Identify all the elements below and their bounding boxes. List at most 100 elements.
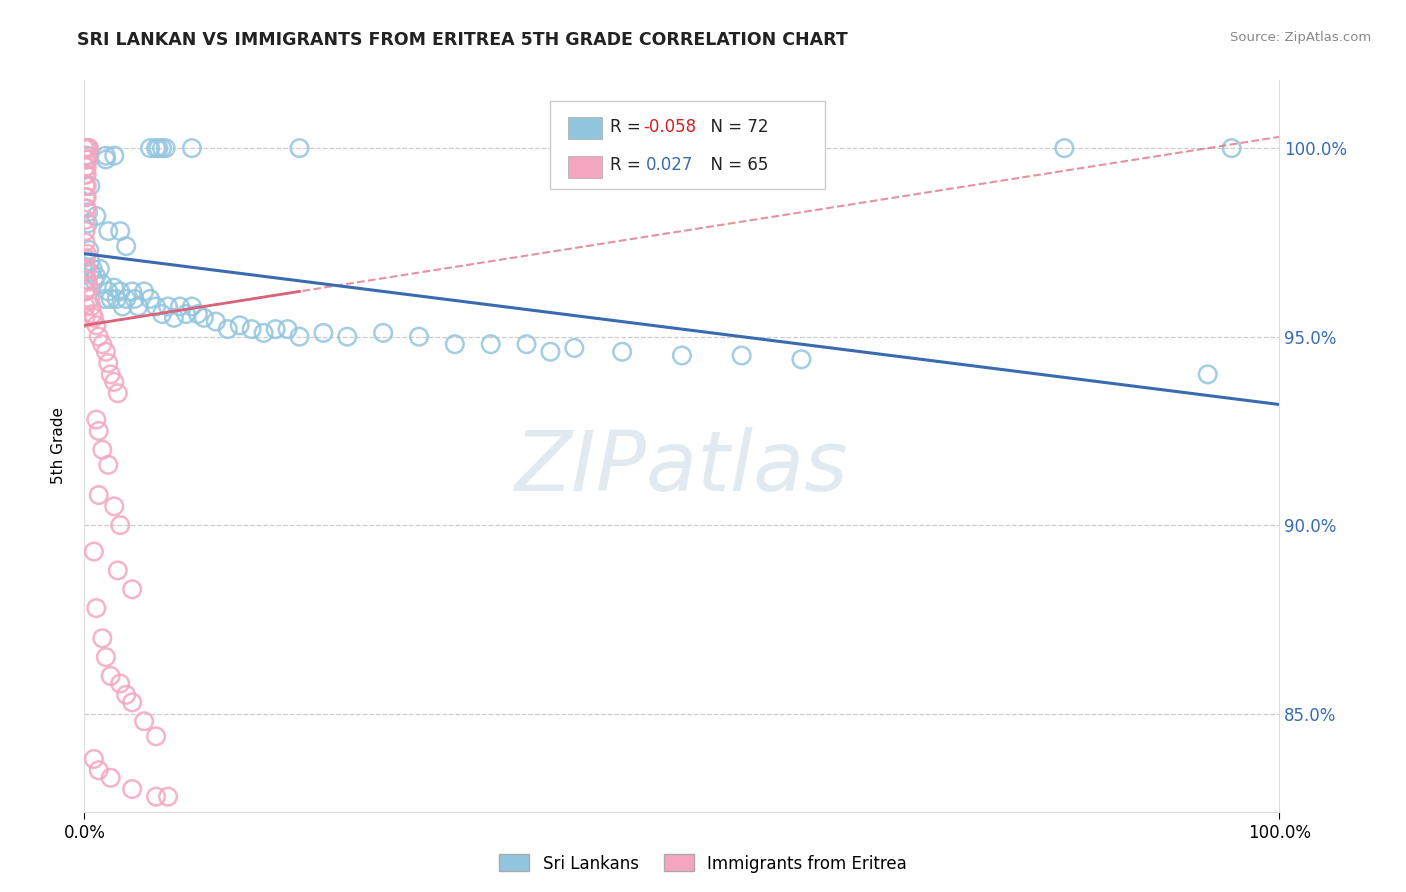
Bar [568,117,602,139]
Text: N = 72: N = 72 [700,118,768,136]
Point [107,386,129,401]
Point [110,518,132,533]
Point [75,261,97,276]
Point [93,292,115,306]
Point [75,273,97,287]
Point [100,292,122,306]
Point [77,205,100,219]
Point [76,160,98,174]
Point [157,789,180,804]
Bar [568,155,602,178]
Point [121,695,143,709]
Point [479,337,502,351]
Point [157,300,180,314]
Point [145,789,167,804]
Y-axis label: 5th Grade: 5th Grade [51,408,66,484]
Point [94,344,117,359]
Point [229,318,252,333]
Point [111,300,134,314]
Point [107,563,129,577]
Point [75,310,97,325]
Point [110,285,132,299]
Point [82,307,104,321]
Point [82,261,104,276]
Point [127,300,149,314]
Point [83,752,105,766]
Point [115,688,138,702]
Point [77,153,100,167]
Point [155,141,177,155]
Point [100,368,122,382]
Point [91,277,114,291]
Point [75,168,97,182]
Point [163,310,186,325]
Point [540,344,562,359]
Point [139,292,162,306]
Point [86,318,108,333]
Point [187,307,209,321]
Point [77,141,100,155]
FancyBboxPatch shape [551,102,825,189]
Point [115,292,138,306]
Point [1197,368,1219,382]
Point [110,676,132,690]
Point [97,285,120,299]
Point [75,149,97,163]
Point [76,202,98,216]
Point [264,322,287,336]
Point [444,337,467,351]
Point [79,266,101,280]
Point [132,714,156,729]
Point [110,224,132,238]
Point [181,300,204,314]
Point [75,202,97,216]
Point [79,178,101,193]
Point [77,149,100,163]
Point [83,273,105,287]
Point [91,337,114,351]
Point [76,178,98,193]
Point [103,280,125,294]
Point [121,782,143,797]
Point [1053,141,1076,155]
Point [91,632,114,646]
Point [87,764,110,778]
Point [94,650,117,665]
Point [103,375,125,389]
Point [139,141,162,155]
Point [87,488,110,502]
Point [80,300,103,314]
Point [288,141,311,155]
Point [75,300,97,314]
Point [100,771,122,785]
Point [75,251,97,265]
Point [75,235,97,250]
Point [132,285,156,299]
Point [75,190,97,204]
Text: SRI LANKAN VS IMMIGRANTS FROM ERITREA 5TH GRADE CORRELATION CHART: SRI LANKAN VS IMMIGRANTS FROM ERITREA 5T… [77,31,848,49]
Point [77,243,100,257]
Point [83,310,105,325]
Point [145,141,167,155]
Point [76,141,98,155]
Text: R =: R = [610,156,651,175]
Point [174,307,197,321]
Point [103,500,125,514]
Point [240,322,263,336]
Point [408,329,430,343]
Text: N = 65: N = 65 [700,156,768,175]
Point [103,149,125,163]
Point [77,273,100,287]
Point [79,254,101,268]
Point [75,212,97,227]
Text: ZIPatlas: ZIPatlas [515,427,849,508]
Point [115,239,138,253]
Point [121,285,143,299]
Point [288,329,311,343]
Point [150,141,173,155]
Point [91,442,114,457]
Point [76,261,98,276]
Point [97,458,120,472]
Point [181,141,204,155]
Point [145,300,167,314]
